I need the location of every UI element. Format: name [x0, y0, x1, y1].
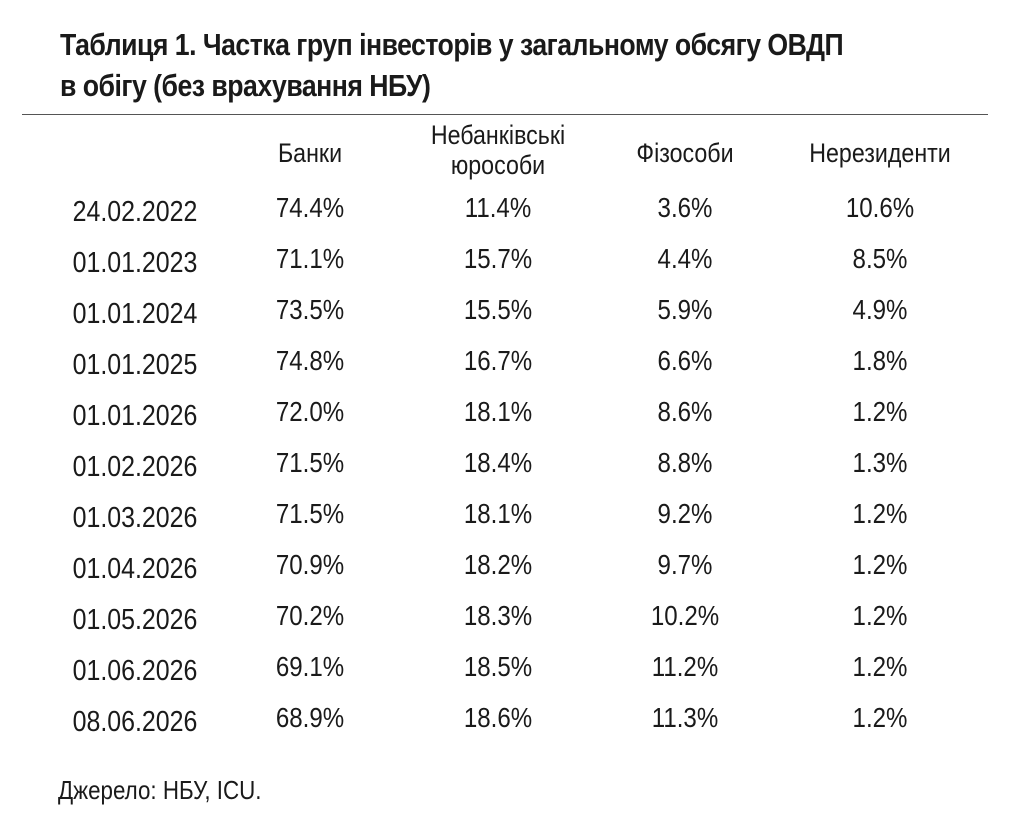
row-date-cell: 01.01.2024 [72, 298, 198, 330]
banks-share-cell: 70.9% [275, 549, 345, 580]
nonresidents-share-cell: 1.3% [852, 447, 908, 478]
table-title-line-1: Таблиця 1. Частка груп інвесторів у зага… [60, 27, 844, 62]
source-note: Джерело: НБУ, ICU. [58, 775, 262, 805]
nonresidents-share-cell: 1.2% [852, 651, 908, 682]
nonbank-share-cell: 15.7% [463, 243, 533, 274]
banks-share-cell: 71.1% [275, 243, 345, 274]
table-row: 01.02.2026 71.5% 18.4% 8.8% 1.3% [0, 447, 1012, 497]
banks-share-cell: 68.9% [275, 702, 345, 733]
row-date-cell: 01.01.2023 [72, 247, 198, 279]
nonresidents-share-cell: 1.2% [852, 549, 908, 580]
individuals-share-cell: 6.6% [657, 345, 713, 376]
table-row: 01.03.2026 71.5% 18.1% 9.2% 1.2% [0, 498, 1012, 548]
individuals-share-cell: 8.6% [657, 396, 713, 427]
table-row: 01.05.2026 70.2% 18.3% 10.2% 1.2% [0, 600, 1012, 650]
individuals-share-cell: 11.2% [651, 651, 719, 682]
column-header-nonresidents: Нерезиденти [809, 138, 951, 168]
nonbank-share-cell: 15.5% [463, 294, 533, 325]
nonbank-share-cell: 18.1% [463, 396, 533, 427]
nonbank-share-cell: 18.3% [463, 600, 533, 631]
table-row: 01.01.2023 71.1% 15.7% 4.4% 8.5% [0, 243, 1012, 293]
individuals-share-cell: 9.7% [657, 549, 713, 580]
table-row: 01.06.2026 69.1% 18.5% 11.2% 1.2% [0, 651, 1012, 701]
individuals-share-cell: 4.4% [657, 243, 713, 274]
individuals-share-cell: 8.8% [657, 447, 713, 478]
nonresidents-share-cell: 1.2% [852, 600, 908, 631]
nonbank-share-cell: 11.4% [464, 192, 532, 223]
row-date-cell: 01.06.2026 [72, 655, 198, 687]
banks-share-cell: 74.8% [275, 345, 345, 376]
row-date-cell: 08.06.2026 [72, 706, 198, 738]
nonbank-share-cell: 18.6% [463, 702, 533, 733]
banks-share-cell: 74.4% [275, 192, 345, 223]
table-title-line-2: в обігу (без врахування НБУ) [60, 68, 431, 103]
column-header-individuals: Фізособи [636, 138, 734, 168]
individuals-share-cell: 3.6% [657, 192, 713, 223]
row-date-cell: 01.04.2026 [72, 553, 198, 585]
nonbank-share-cell: 18.5% [463, 651, 533, 682]
nonbank-share-cell: 18.1% [463, 498, 533, 529]
row-date-cell: 01.03.2026 [72, 502, 198, 534]
banks-share-cell: 73.5% [275, 294, 345, 325]
nonresidents-share-cell: 8.5% [852, 243, 908, 274]
nonresidents-share-cell: 1.2% [852, 702, 908, 733]
column-header-nonbank-line-2: юрособи [450, 150, 546, 180]
column-header-nonbank-line-1: Небанківські [430, 120, 566, 150]
banks-share-cell: 72.0% [275, 396, 345, 427]
banks-share-cell: 71.5% [275, 498, 345, 529]
nonbank-share-cell: 18.2% [463, 549, 533, 580]
nonresidents-share-cell: 10.6% [845, 192, 915, 223]
row-date-cell: 01.02.2026 [72, 451, 198, 483]
table-row: 01.04.2026 70.9% 18.2% 9.7% 1.2% [0, 549, 1012, 599]
row-date-cell: 01.01.2025 [72, 349, 198, 381]
individuals-share-cell: 11.3% [651, 702, 719, 733]
table-row: 01.01.2025 74.8% 16.7% 6.6% 1.8% [0, 345, 1012, 395]
table-row: 08.06.2026 68.9% 18.6% 11.3% 1.2% [0, 702, 1012, 752]
individuals-share-cell: 10.2% [650, 600, 720, 631]
row-date-cell: 24.02.2022 [72, 196, 198, 228]
row-date-cell: 01.01.2026 [72, 400, 198, 432]
table-row: 01.01.2024 73.5% 15.5% 5.9% 4.9% [0, 294, 1012, 344]
table-title: Таблиця 1. Частка груп інвесторів у зага… [60, 24, 860, 106]
banks-share-cell: 71.5% [275, 447, 345, 478]
individuals-share-cell: 5.9% [657, 294, 713, 325]
header-divider [22, 114, 988, 115]
nonbank-share-cell: 18.4% [463, 447, 533, 478]
row-date-cell: 01.05.2026 [72, 604, 198, 636]
nonresidents-share-cell: 4.9% [852, 294, 908, 325]
nonresidents-share-cell: 1.8% [852, 345, 908, 376]
column-header-banks: Банки [277, 138, 343, 168]
banks-share-cell: 70.2% [275, 600, 345, 631]
table-row: 24.02.2022 74.4% 11.4% 3.6% 10.6% [0, 192, 1012, 242]
nonresidents-share-cell: 1.2% [852, 396, 908, 427]
nonbank-share-cell: 16.7% [463, 345, 533, 376]
individuals-share-cell: 9.2% [657, 498, 713, 529]
banks-share-cell: 69.1% [275, 651, 345, 682]
table-row: 01.01.2026 72.0% 18.1% 8.6% 1.2% [0, 396, 1012, 446]
column-header-nonbank-legal-entities: Небанківські юрособи [414, 120, 583, 180]
nonresidents-share-cell: 1.2% [852, 498, 908, 529]
